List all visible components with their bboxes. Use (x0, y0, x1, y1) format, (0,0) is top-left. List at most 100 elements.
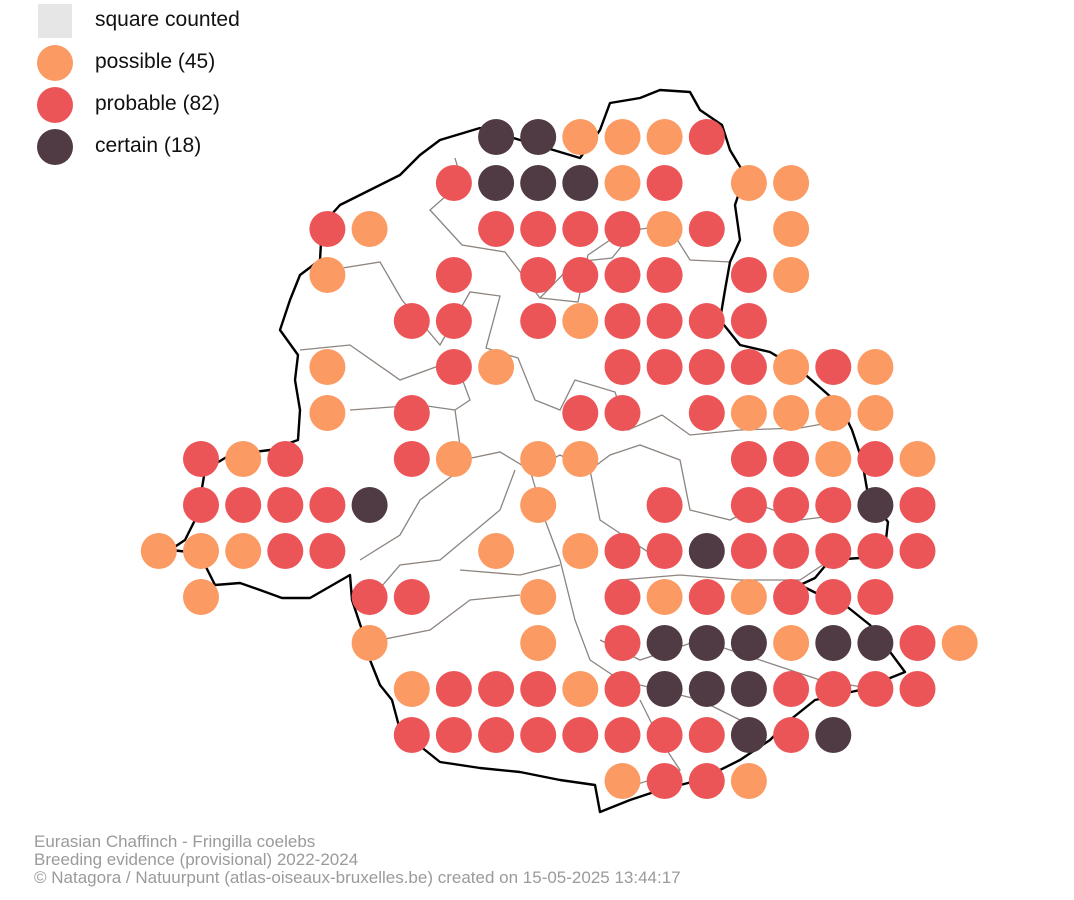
dot-probable (604, 257, 641, 293)
dot-probable (857, 579, 894, 615)
dot-probable (225, 487, 262, 523)
dot-probable (646, 717, 683, 753)
dot-certain (688, 533, 725, 569)
dot-possible (225, 441, 262, 477)
dot-possible (730, 395, 767, 431)
dot-possible (815, 395, 852, 431)
dot-probable (773, 579, 810, 615)
dot-certain (351, 487, 388, 523)
dot-probable (646, 303, 683, 339)
dot-probable (183, 441, 219, 477)
dot-possible (520, 625, 557, 661)
dot-probable (773, 441, 810, 477)
dot-probable (267, 487, 304, 523)
dot-probable (520, 303, 557, 339)
dot-possible (646, 211, 683, 247)
breeding-evidence-dots (140, 119, 978, 799)
dot-certain (478, 119, 515, 155)
legend-item-square-counted: square counted (36, 0, 356, 42)
dot-probable (562, 257, 599, 293)
dot-possible (351, 211, 388, 247)
map-caption: Eurasian Chaffinch - Fringilla coelebs B… (34, 833, 681, 887)
dot-probable (688, 763, 725, 799)
dot-probable (688, 211, 725, 247)
dot-certain (857, 625, 894, 661)
dot-probable (309, 211, 346, 247)
dot-probable (183, 487, 219, 523)
dot-probable (435, 349, 472, 385)
dot-possible (520, 579, 557, 615)
dot-probable (393, 441, 430, 477)
dot-probable (815, 579, 852, 615)
dot-certain (688, 625, 725, 661)
dot-probable (688, 349, 725, 385)
dot-probable (520, 717, 557, 753)
dot-possible (773, 165, 810, 201)
dot-possible (183, 533, 219, 569)
dot-probable (857, 441, 894, 477)
dot-possible (857, 395, 894, 431)
dot-possible (730, 579, 767, 615)
dot-possible (730, 763, 767, 799)
dot-probable (815, 487, 852, 523)
dot-possible (140, 533, 177, 569)
dot-probable (646, 487, 683, 523)
dot-probable (730, 441, 767, 477)
dot-possible (309, 257, 346, 293)
square-counted-swatch (38, 4, 72, 38)
dot-probable (604, 625, 641, 661)
dot-probable (520, 257, 557, 293)
dot-possible (309, 349, 346, 385)
dot-probable (604, 395, 641, 431)
dot-possible (604, 119, 641, 155)
dot-probable (478, 671, 515, 707)
dot-possible (730, 165, 767, 201)
dot-possible (309, 395, 346, 431)
dot-possible (183, 579, 219, 615)
legend-label: probable (82) (95, 92, 220, 115)
dot-certain (730, 717, 767, 753)
dot-probable (815, 349, 852, 385)
legend-label: certain (18) (95, 134, 202, 157)
dot-possible (773, 211, 810, 247)
dot-possible (773, 349, 810, 385)
dot-possible (646, 579, 683, 615)
dot-probable (267, 533, 304, 569)
dot-probable (857, 671, 894, 707)
dot-certain (562, 165, 599, 201)
map-subtitle: Breeding evidence (provisional) 2022-202… (34, 850, 359, 869)
dot-probable (604, 579, 641, 615)
dot-certain (520, 119, 557, 155)
legend-item-probable: probable (82) (36, 84, 356, 126)
dot-probable (604, 717, 641, 753)
dot-probable (688, 579, 725, 615)
dot-probable (899, 533, 936, 569)
dot-probable (730, 303, 767, 339)
dot-probable (857, 533, 894, 569)
dot-probable (562, 717, 599, 753)
dot-probable (730, 349, 767, 385)
dot-probable (815, 533, 852, 569)
dot-probable (646, 165, 683, 201)
dot-probable (604, 303, 641, 339)
dot-probable (899, 671, 936, 707)
dot-probable (435, 717, 472, 753)
brussels-region-outline (168, 88, 907, 814)
dot-probable (646, 763, 683, 799)
dot-probable (815, 671, 852, 707)
dot-certain (688, 671, 725, 707)
dot-probable (688, 717, 725, 753)
dot-possible (562, 303, 599, 339)
dot-possible (604, 165, 641, 201)
dot-probable (309, 533, 346, 569)
dot-probable (520, 211, 557, 247)
dot-probable (393, 717, 430, 753)
dot-possible (435, 441, 472, 477)
dot-probable (562, 211, 599, 247)
dot-probable (393, 395, 430, 431)
dot-possible (351, 625, 388, 661)
dot-probable (773, 671, 810, 707)
dot-possible (773, 395, 810, 431)
dot-possible (857, 349, 894, 385)
